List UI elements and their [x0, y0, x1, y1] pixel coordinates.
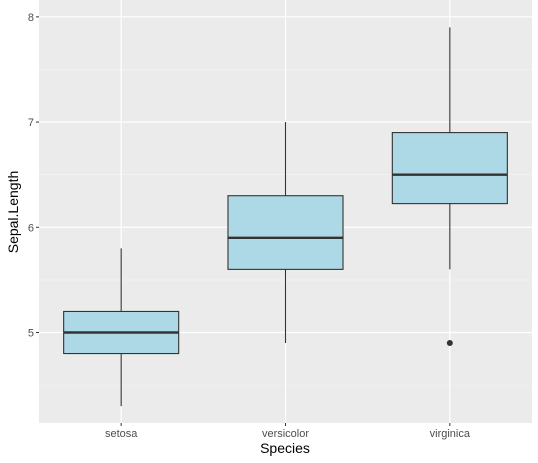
x-tick-label: virginica	[430, 428, 471, 440]
y-tick-label: 7	[28, 117, 34, 129]
box-iqr	[227, 195, 344, 270]
box-setosa	[63, 248, 180, 407]
y-tick-label: 5	[28, 328, 34, 340]
box-series	[63, 27, 508, 407]
x-axis: setosa versicolor virginica	[105, 423, 471, 440]
x-tick-label: versicolor	[262, 428, 309, 440]
x-tick-label: setosa	[105, 428, 138, 440]
y-tick-label: 6	[28, 222, 34, 234]
y-tick-label: 8	[28, 12, 34, 24]
y-axis: 5 6 7 8	[28, 12, 39, 340]
box-iqr	[391, 132, 508, 205]
box-versicolor	[227, 122, 344, 344]
box-virginica	[391, 27, 508, 347]
y-axis-title: Sepal.Length	[5, 171, 21, 254]
outlier-point	[446, 340, 453, 347]
x-axis-title: Species	[260, 440, 310, 456]
